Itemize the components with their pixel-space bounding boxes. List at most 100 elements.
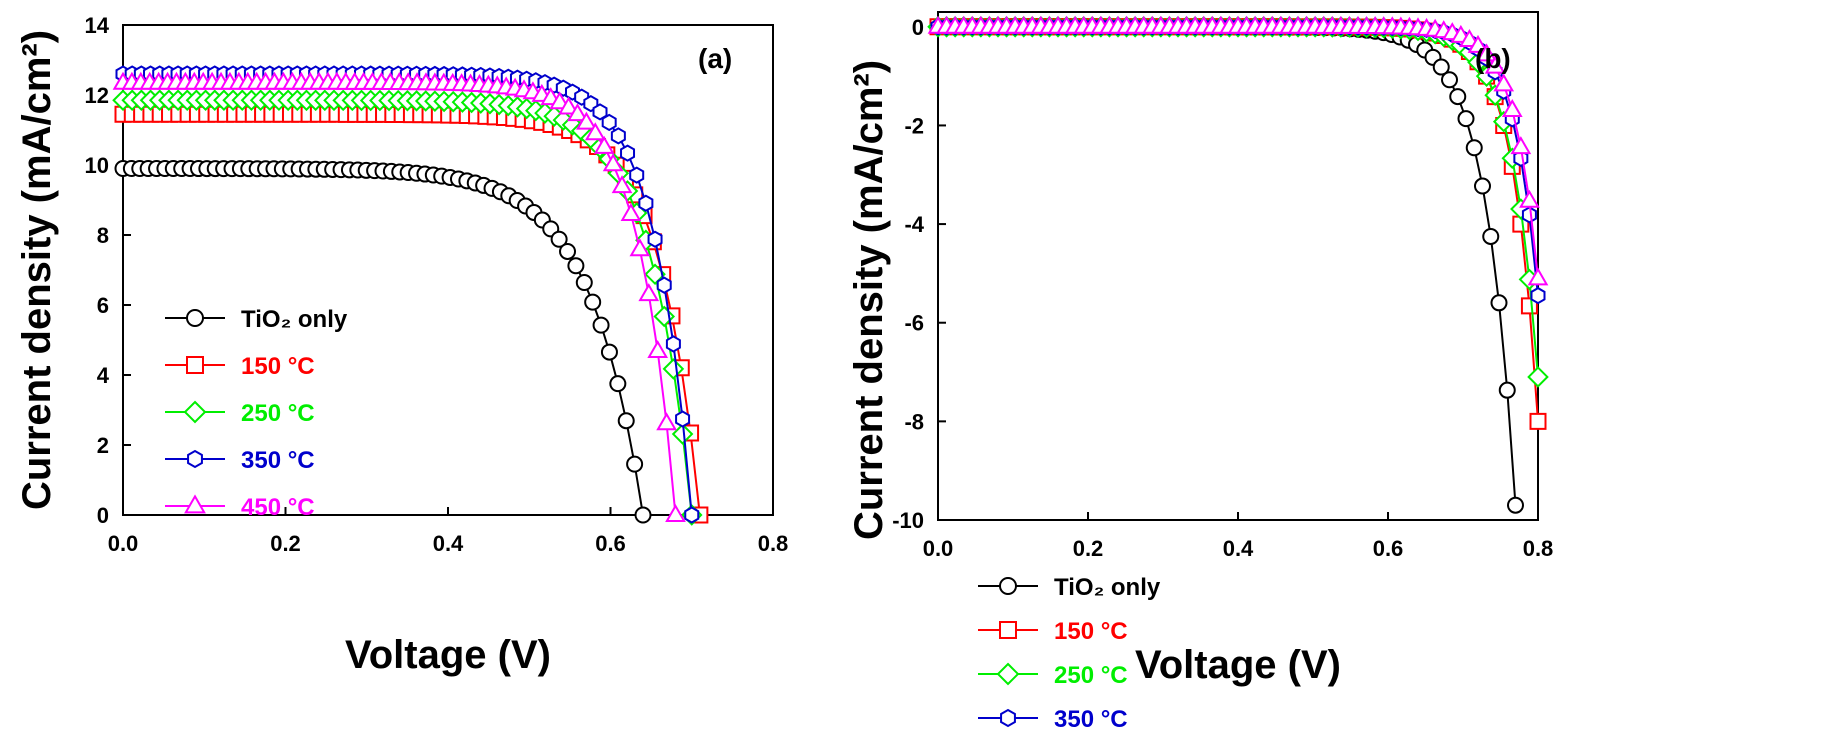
data-point — [602, 153, 624, 172]
data-point — [665, 335, 681, 353]
data-point — [1476, 43, 1497, 62]
data-point — [1449, 88, 1467, 106]
data-point — [1527, 366, 1549, 388]
data-point — [610, 127, 626, 145]
data-point — [1490, 294, 1508, 312]
legend-marker — [183, 400, 207, 424]
data-point — [575, 273, 593, 291]
data-point — [1482, 227, 1500, 245]
y-tick-label: -10 — [892, 508, 924, 533]
panel-b-y-axis-title: Current density (mA/cm²) — [847, 60, 891, 540]
x-tick-label: 0.6 — [595, 531, 626, 556]
x-tick-label: 0.0 — [108, 531, 139, 556]
y-tick-label: 4 — [97, 363, 110, 388]
data-point — [647, 340, 669, 359]
series-3 — [115, 65, 700, 524]
y-tick-label: -6 — [904, 311, 924, 336]
data-point — [592, 316, 610, 334]
data-point — [567, 103, 588, 122]
panel-a-chart: 0.0 0.2 0.4 0.6 0.8 0 2 4 6 8 10 12 14 (a) Voltage (… — [15, 13, 788, 677]
data-point — [1432, 58, 1450, 76]
x-tick-label: 0.4 — [433, 531, 464, 556]
panel-a-ticks: 0.0 0.2 0.4 0.6 0.8 0 2 4 6 8 10 12 14 — [85, 13, 789, 556]
data-point — [592, 103, 608, 121]
data-point — [584, 293, 602, 311]
data-point — [550, 230, 568, 248]
series-4 — [112, 71, 686, 522]
data-point — [1530, 286, 1546, 305]
data-point — [620, 144, 636, 162]
data-point — [1465, 139, 1483, 157]
legend-marker — [999, 577, 1017, 595]
y-tick-label: 0 — [97, 503, 109, 528]
data-point — [647, 230, 663, 248]
y-tick-label: 12 — [85, 83, 109, 108]
panel-b-chart: 0.0 0.2 0.4 0.6 0.8 0 -2 -4 -6 -8 -10 (b) Voltage … — [847, 11, 1554, 733]
series-2 — [927, 16, 1549, 388]
data-point — [611, 175, 633, 194]
legend-label: TiO₂ only — [241, 306, 348, 333]
data-point — [675, 410, 691, 428]
data-point — [1484, 55, 1506, 74]
data-point — [653, 305, 676, 328]
legend-label: 250 °C — [1054, 662, 1128, 689]
y-tick-label: -8 — [904, 409, 924, 434]
data-point — [662, 358, 685, 380]
data-point — [665, 503, 686, 522]
series-0 — [929, 18, 1524, 514]
data-point — [567, 257, 585, 275]
data-point — [1493, 73, 1515, 92]
y-tick-label: -2 — [904, 113, 924, 138]
data-point — [609, 375, 627, 393]
legend-label: 350 °C — [241, 447, 315, 474]
data-point — [1510, 136, 1532, 155]
x-tick-label: 0.8 — [1523, 536, 1554, 561]
data-point — [629, 166, 645, 184]
x-tick-label: 0.0 — [923, 536, 954, 561]
panel-b-plot-frame — [937, 11, 1539, 521]
data-point — [617, 412, 635, 430]
series-1 — [114, 105, 709, 524]
series-line — [938, 25, 1517, 506]
legend-marker — [186, 309, 204, 327]
data-point — [684, 506, 700, 524]
data-point — [593, 135, 615, 154]
legend-marker — [187, 449, 203, 469]
series-3 — [930, 18, 1546, 305]
data-point — [1467, 34, 1489, 53]
legend-marker — [996, 662, 1020, 686]
legend-label: TiO₂ only — [1054, 574, 1161, 601]
data-point — [1498, 381, 1516, 399]
x-tick-label: 0.6 — [1373, 536, 1404, 561]
data-point — [584, 122, 606, 141]
legend-marker — [999, 621, 1017, 639]
panel-a-label: (a) — [698, 43, 732, 74]
y-tick-label: 6 — [97, 293, 109, 318]
legend-label: 450 °C — [241, 494, 315, 521]
legend-label: 150 °C — [1054, 618, 1128, 645]
y-tick-label: 14 — [85, 13, 110, 38]
data-point — [600, 343, 618, 361]
panel-b-series — [927, 15, 1549, 514]
data-point — [1521, 206, 1537, 224]
y-tick-label: 8 — [97, 223, 109, 248]
data-point — [620, 202, 642, 221]
data-point — [559, 242, 577, 260]
data-point — [558, 96, 579, 115]
panel-b-x-axis-title: Voltage (V) — [1135, 643, 1341, 687]
x-tick-label: 0.8 — [758, 531, 789, 556]
legend-marker — [1000, 708, 1016, 728]
x-tick-label: 0.4 — [1223, 536, 1254, 561]
data-point — [1527, 267, 1549, 286]
panel-a-x-axis-title: Voltage (V) — [345, 633, 551, 677]
x-tick-label: 0.2 — [270, 531, 301, 556]
series-4 — [927, 15, 1549, 286]
data-point — [1459, 28, 1480, 47]
legend-label: 250 °C — [241, 400, 315, 427]
data-point — [1474, 177, 1491, 195]
data-point — [1457, 110, 1475, 128]
legend-label: 150 °C — [241, 353, 315, 380]
data-point — [656, 412, 677, 431]
